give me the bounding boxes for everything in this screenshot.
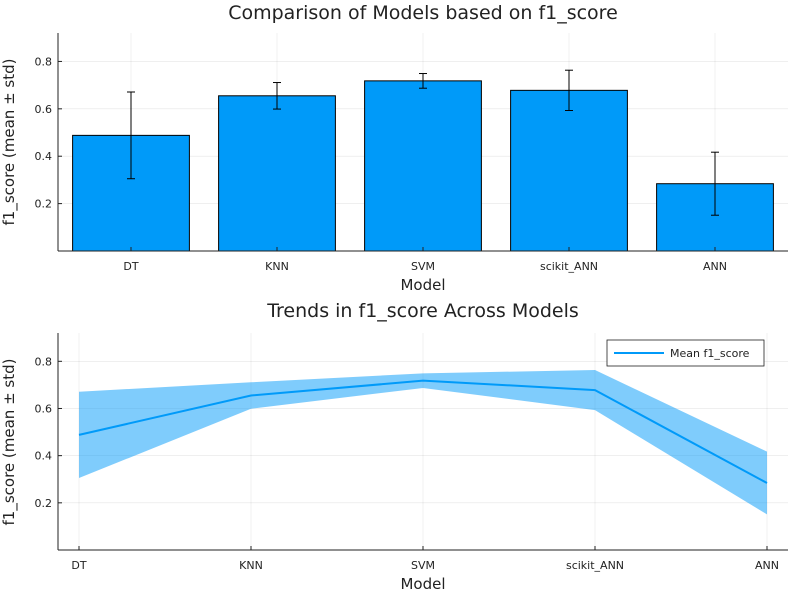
- line-chart-x-tick-label: SVM: [411, 559, 435, 572]
- bar-chart-x-tick-label: ANN: [703, 260, 727, 273]
- line-chart-title: Trends in f1_score Across Models: [266, 300, 579, 322]
- bar: [510, 89, 628, 252]
- line-chart-y-tick-label: 0.2: [35, 497, 53, 510]
- line-chart-y-ticks: 0.2 0.4 0.6 0.8: [35, 355, 62, 510]
- bar-chart-x-tick-label: DT: [123, 260, 138, 273]
- bar: [218, 95, 336, 252]
- bar-chart-title: Comparison of Models based on f1_score: [228, 2, 618, 24]
- line-chart-grid: [58, 333, 788, 550]
- line-chart-x-tick-label: KNN: [239, 559, 263, 572]
- bar-chart-y-ticks: 0.2 0.4 0.6 0.8: [35, 55, 62, 211]
- line-chart-std-band: [79, 370, 767, 515]
- line-chart-legend: Mean f1_score: [606, 339, 765, 367]
- legend-label: Mean f1_score: [670, 347, 750, 360]
- bar-chart-x-tick-label: SVM: [411, 260, 435, 273]
- bar-chart-y-tick-label: 0.4: [35, 150, 53, 163]
- bar-chart-y-tick-label: 0.2: [35, 198, 53, 211]
- line-chart-x-tick-label: DT: [71, 559, 86, 572]
- bar-chart-y-tick-label: 0.6: [35, 103, 53, 116]
- bar-chart-x-ticks: DT KNN SVM scikit_ANN ANN: [123, 247, 727, 273]
- line-chart-x-ticks: DT KNN SVM scikit_ANN ANN: [71, 546, 779, 572]
- bar-chart: Comparison of Models based on f1_score 0…: [0, 2, 788, 294]
- bar-chart-x-tick-label: scikit_ANN: [540, 260, 598, 273]
- bar-chart-y-tick-label: 0.8: [35, 55, 53, 68]
- line-chart-mean-line: [78, 379, 768, 484]
- line-chart-y-tick-label: 0.8: [35, 355, 53, 368]
- line-chart-ylabel: f1_score (mean ± std): [0, 359, 19, 526]
- line-chart: Trends in f1_score Across Models 0.20.40…: [0, 300, 788, 593]
- bar-chart-x-tick-label: KNN: [265, 260, 289, 273]
- line-chart-x-tick-label: scikit_ANN: [566, 559, 624, 572]
- bar-chart-bars: [72, 80, 774, 252]
- line-chart-y-tick-label: 0.4: [35, 450, 53, 463]
- bar-chart-errorbars: [127, 69, 719, 216]
- bar-chart-ylabel: f1_score (mean ± std): [0, 59, 19, 226]
- bar-chart-xlabel: Model: [400, 276, 445, 294]
- line-chart-y-tick-label: 0.6: [35, 402, 53, 415]
- line-chart-x-tick-label: ANN: [755, 559, 779, 572]
- bar: [364, 80, 482, 252]
- line-chart-xlabel: Model: [400, 575, 445, 593]
